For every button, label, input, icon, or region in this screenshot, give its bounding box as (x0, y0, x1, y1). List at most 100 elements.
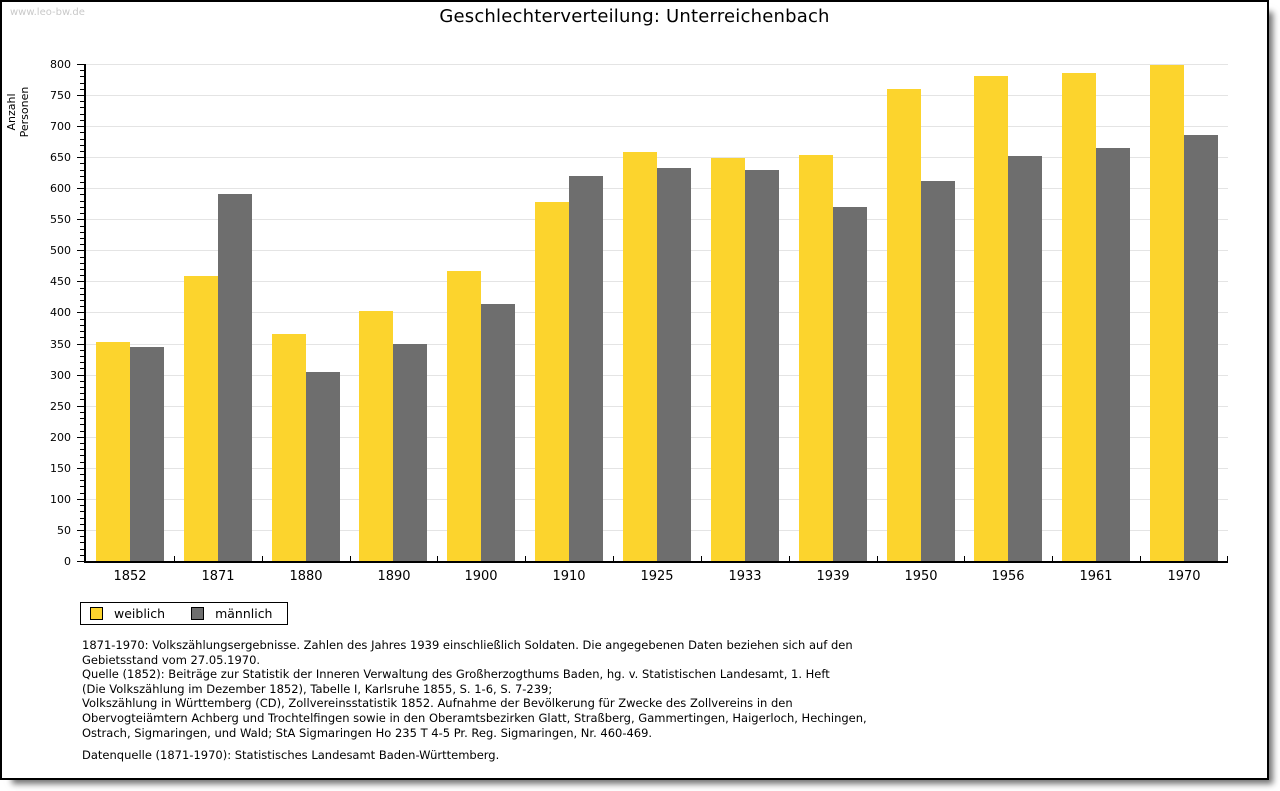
x-tick-label-1933: 1933 (728, 569, 762, 584)
y-minor-tick (80, 319, 84, 320)
y-minor-tick (80, 356, 84, 357)
y-minor-tick (80, 399, 84, 400)
y-minor-tick (80, 89, 84, 90)
footnote-line: Ostrach, Sigmaringen, und Wald; StA Sigm… (82, 725, 653, 740)
y-minor-tick (80, 213, 84, 214)
y-minor-tick (80, 114, 84, 115)
y-minor-tick (80, 238, 84, 239)
bar-männlich-1939 (833, 207, 867, 561)
y-tick-label: 350 (50, 338, 71, 351)
y-tick-label: 100 (50, 493, 71, 506)
y-minor-tick (80, 176, 84, 177)
y-minor-tick (80, 462, 84, 463)
y-tick-label: 650 (50, 151, 71, 164)
x-boundary-tick (877, 556, 878, 561)
y-minor-tick (80, 443, 84, 444)
y-minor-tick (80, 107, 84, 108)
y-tick-label: 600 (50, 182, 71, 195)
y-minor-tick (80, 381, 84, 382)
legend-swatch-weiblich (90, 607, 103, 620)
y-minor-tick (80, 263, 84, 264)
bar-männlich-1961 (1096, 148, 1130, 561)
y-minor-tick (80, 226, 84, 227)
y-major-tick (77, 219, 84, 220)
x-tick-label-1880: 1880 (289, 569, 323, 584)
datasource-line: Datenquelle (1871-1970): Statistisches L… (82, 748, 500, 763)
bar-weiblich-1880 (272, 334, 306, 561)
y-minor-tick (80, 524, 84, 525)
bar-weiblich-1925 (623, 152, 657, 561)
y-minor-tick (80, 368, 84, 369)
y-tick-label: 150 (50, 462, 71, 475)
y-minor-tick (80, 194, 84, 195)
y-minor-tick (80, 300, 84, 301)
y-minor-tick (80, 549, 84, 550)
bar-weiblich-1900 (447, 271, 481, 561)
gridline (86, 126, 1228, 127)
footnote-line: Obervogteiämtern Achberg und Trochtelfin… (82, 710, 867, 725)
y-minor-tick (80, 474, 84, 475)
y-minor-tick (80, 306, 84, 307)
y-minor-tick (80, 170, 84, 171)
bar-weiblich-1933 (711, 158, 745, 561)
y-tick-label: 550 (50, 213, 71, 226)
footnote-line: (Die Volkszählung im Dezember 1852), Tab… (82, 681, 553, 696)
bar-männlich-1910 (569, 176, 603, 561)
y-tick-label: 500 (50, 244, 71, 257)
x-boundary-tick (613, 556, 614, 561)
bar-männlich-1956 (1008, 156, 1042, 561)
y-tick-label: 50 (57, 524, 71, 537)
chart-canvas: www.leo-bw.de Geschlechterverteilung: Un… (0, 0, 1269, 780)
bar-weiblich-1950 (887, 89, 921, 561)
y-minor-tick (80, 536, 84, 537)
bar-weiblich-1956 (974, 76, 1008, 561)
y-minor-tick (80, 418, 84, 419)
y-major-tick (77, 157, 84, 158)
bar-weiblich-1871 (184, 276, 218, 561)
y-minor-tick (80, 132, 84, 133)
y-minor-tick (80, 288, 84, 289)
y-minor-tick (80, 76, 84, 77)
y-major-tick (77, 406, 84, 407)
bar-männlich-1933 (745, 170, 779, 561)
bar-männlich-1900 (481, 304, 515, 561)
y-tick-label: 750 (50, 89, 71, 102)
y-tick-label: 800 (50, 58, 71, 71)
y-minor-tick (80, 101, 84, 102)
y-minor-tick (80, 207, 84, 208)
y-minor-tick (80, 518, 84, 519)
gridline (86, 95, 1228, 96)
y-axis-title: Anzahl Personen (5, 86, 31, 138)
legend-entry-männlich: männlich (191, 607, 272, 620)
x-boundary-tick (1227, 556, 1228, 561)
footnote-line: Quelle (1852): Beiträge zur Statistik de… (82, 667, 830, 682)
bar-männlich-1871 (218, 194, 252, 561)
y-major-tick (77, 499, 84, 500)
y-minor-tick (80, 480, 84, 481)
y-major-tick (77, 530, 84, 531)
y-major-tick (77, 250, 84, 251)
y-axis: 0 50 100 150 200 250 300 350 400 450 500 550 600 650 7… (32, 59, 84, 567)
y-minor-tick (80, 393, 84, 394)
bar-weiblich-1852 (96, 342, 130, 561)
y-minor-tick (80, 449, 84, 450)
y-tick-label: 200 (50, 431, 71, 444)
y-tick-label: 0 (64, 555, 71, 568)
x-boundary-tick (701, 556, 702, 561)
y-major-tick (77, 95, 84, 96)
gridline (86, 157, 1228, 158)
y-minor-tick (80, 163, 84, 164)
y-minor-tick (80, 331, 84, 332)
x-axis: 1852 1871 1880 1890 1900 1910 1925 1933 1939 1950… (86, 569, 1228, 585)
x-boundary-tick (174, 556, 175, 561)
bar-männlich-1890 (393, 344, 427, 561)
y-minor-tick (80, 151, 84, 152)
x-tick-label-1925: 1925 (640, 569, 674, 584)
x-boundary-tick (1140, 556, 1141, 561)
y-tick-label: 250 (50, 400, 71, 413)
x-tick-label-1890: 1890 (377, 569, 411, 584)
y-minor-tick (80, 412, 84, 413)
y-major-tick (77, 312, 84, 313)
x-tick-label-1910: 1910 (552, 569, 586, 584)
chart-title: Geschlechterverteilung: Unterreichenbach (439, 6, 830, 27)
